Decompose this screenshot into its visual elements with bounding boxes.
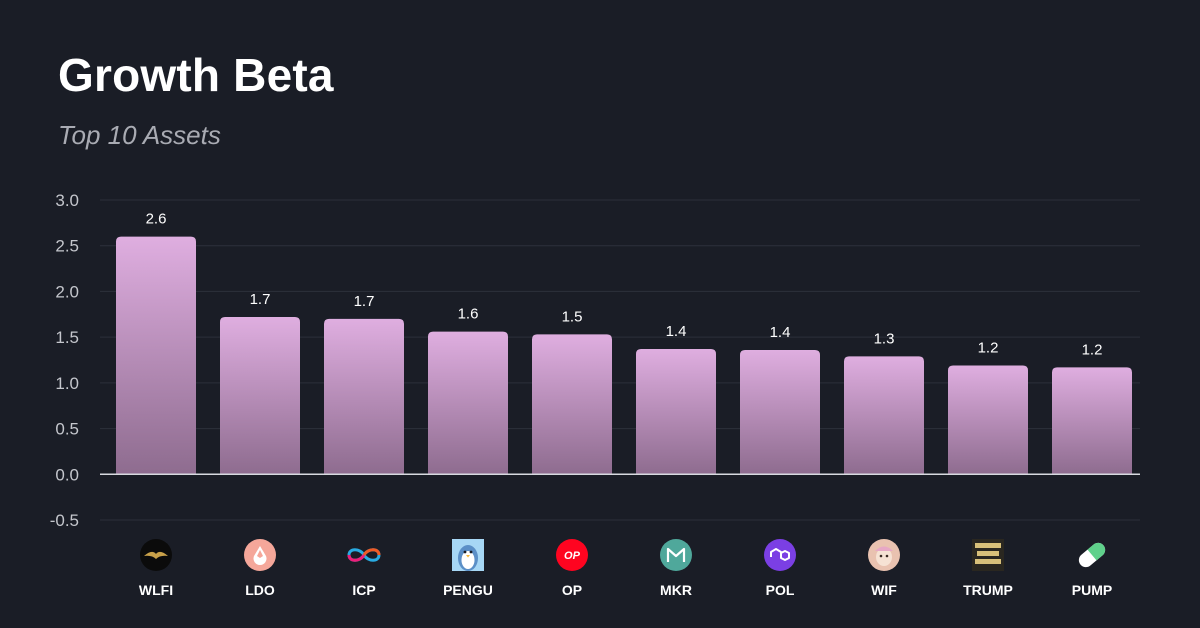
asset-icons: OP bbox=[140, 539, 1106, 571]
data-label-wif: 1.3 bbox=[874, 330, 895, 347]
x-label-pump: PUMP bbox=[1072, 582, 1112, 598]
pump-pill-icon bbox=[1078, 542, 1106, 568]
bars bbox=[116, 236, 1132, 475]
mkr-logo-icon bbox=[660, 539, 692, 571]
x-label-icp: ICP bbox=[352, 582, 375, 598]
data-label-op: 1.5 bbox=[562, 308, 583, 325]
wif-dog-icon bbox=[868, 539, 900, 571]
x-label-mkr: MKR bbox=[660, 582, 692, 598]
pengu-penguin-icon bbox=[452, 539, 484, 571]
y-tick-label: -0.5 bbox=[50, 511, 79, 530]
x-label-wlfi: WLFI bbox=[139, 582, 173, 598]
trump-logo-icon bbox=[972, 539, 1004, 571]
data-label-icp: 1.7 bbox=[354, 293, 375, 310]
data-label-pengu: 1.6 bbox=[458, 306, 479, 323]
data-label-pol: 1.4 bbox=[770, 324, 791, 341]
data-label-mkr: 1.4 bbox=[666, 323, 687, 340]
op-logo-icon: OP bbox=[556, 539, 588, 571]
svg-text:OP: OP bbox=[564, 550, 581, 562]
data-label-ldo: 1.7 bbox=[250, 291, 271, 308]
x-label-op: OP bbox=[562, 582, 582, 598]
y-tick-label: 2.5 bbox=[55, 237, 79, 256]
bar-pengu bbox=[428, 331, 508, 475]
pol-logo-icon bbox=[764, 539, 796, 571]
bar-trump bbox=[948, 365, 1028, 475]
y-tick-label: 1.5 bbox=[55, 328, 79, 347]
y-tick-label: 0.5 bbox=[55, 420, 79, 439]
bar-icp bbox=[324, 318, 404, 475]
bar-wif bbox=[844, 356, 924, 475]
x-label-wif: WIF bbox=[871, 582, 897, 598]
bar-pump bbox=[1052, 367, 1132, 475]
chart-title: Growth Beta bbox=[58, 49, 334, 101]
ldo-drop-icon bbox=[244, 539, 276, 571]
x-label-pengu: PENGU bbox=[443, 582, 493, 598]
bar-wlfi bbox=[116, 236, 196, 475]
data-label-trump: 1.2 bbox=[978, 339, 999, 356]
bar-pol bbox=[740, 349, 820, 475]
x-label-trump: TRUMP bbox=[963, 582, 1013, 598]
y-tick-label: 1.0 bbox=[55, 374, 79, 393]
bar-mkr bbox=[636, 349, 716, 475]
data-label-pump: 1.2 bbox=[1082, 341, 1103, 358]
x-label-ldo: LDO bbox=[245, 582, 275, 598]
data-label-wlfi: 2.6 bbox=[146, 211, 167, 228]
y-tick-label: 3.0 bbox=[55, 191, 79, 210]
bar-op bbox=[532, 334, 612, 475]
y-tick-label: 0.0 bbox=[55, 465, 79, 484]
y-tick-label: 2.0 bbox=[55, 282, 79, 301]
x-label-pol: POL bbox=[766, 582, 795, 598]
x-axis-labels: WLFI LDO ICP PENGU OP MKR POL WIF TRUMP PUMP bbox=[139, 582, 1112, 598]
icp-infinity-icon bbox=[347, 548, 381, 562]
chart-subtitle: Top 10 Assets bbox=[58, 120, 221, 150]
wlfi-eagle-icon bbox=[140, 539, 172, 571]
bar-ldo bbox=[220, 317, 300, 475]
data-labels: 2.6 1.7 1.7 1.6 1.5 1.4 1.4 1.3 1.2 1.2 bbox=[146, 211, 1103, 359]
y-axis-ticks: 3.0 2.5 2.0 1.5 1.0 0.5 0.0 -0.5 bbox=[50, 191, 79, 530]
